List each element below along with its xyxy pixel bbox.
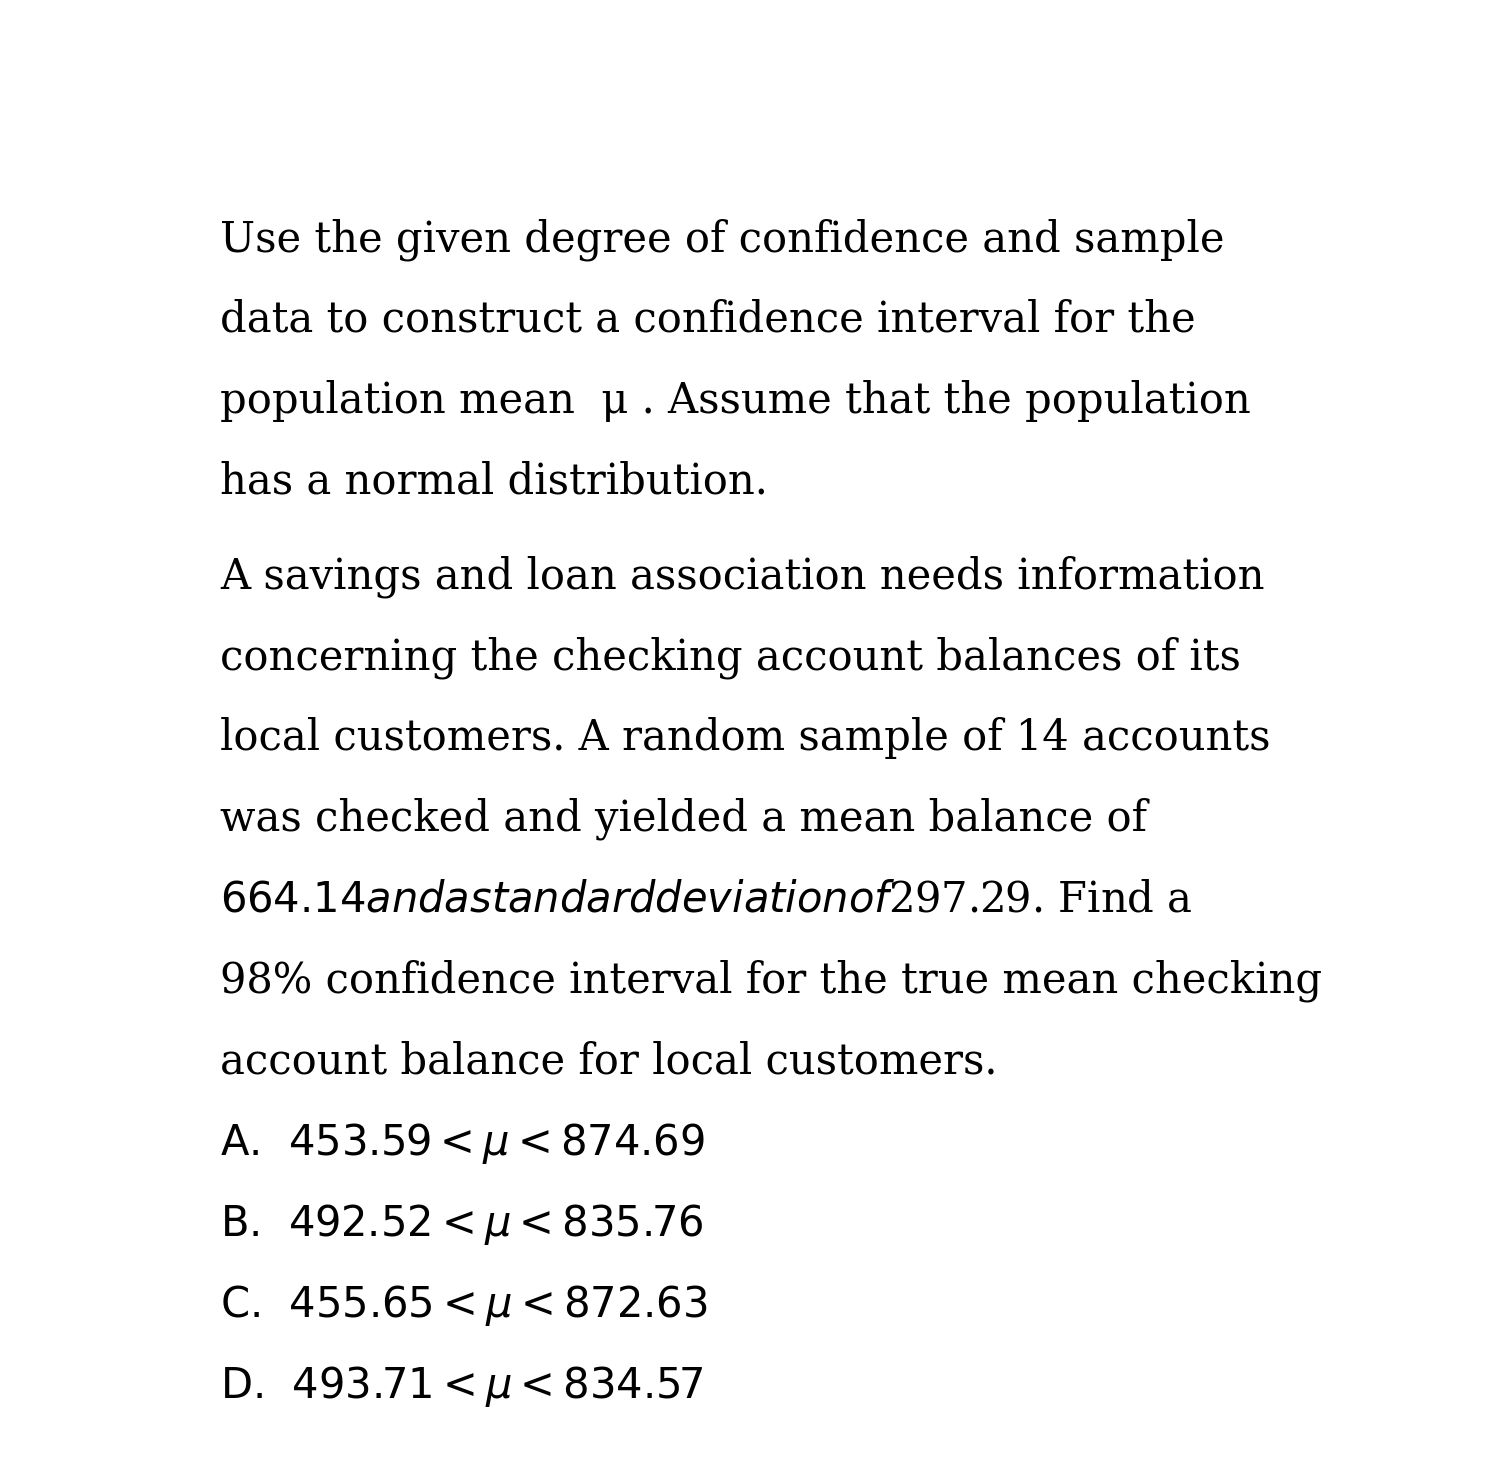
Text: $664.14 and a standard deviation of $297.29. Find a: $664.14 and a standard deviation of $297… [220, 879, 1192, 920]
Text: concerning the checking account balances of its: concerning the checking account balances… [220, 637, 1240, 678]
Text: account balance for local customers.: account balance for local customers. [220, 1040, 998, 1082]
Text: population mean  μ . Assume that the population: population mean μ . Assume that the popu… [220, 380, 1251, 421]
Text: data to construct a confidence interval for the: data to construct a confidence interval … [220, 298, 1196, 341]
Text: was checked and yielded a mean balance of: was checked and yielded a mean balance o… [220, 798, 1148, 840]
Text: A.  $453.59 < \mu < 874.69$: A. $453.59 < \mu < 874.69$ [220, 1122, 705, 1166]
Text: 98% confidence interval for the true mean checking: 98% confidence interval for the true mea… [220, 960, 1322, 1002]
Text: Use the given degree of confidence and sample: Use the given degree of confidence and s… [220, 218, 1224, 261]
Text: has a normal distribution.: has a normal distribution. [220, 460, 768, 503]
Text: C.  $455.65 < \mu < 872.63$: C. $455.65 < \mu < 872.63$ [220, 1284, 708, 1328]
Text: D.  $493.71 < \mu < 834.57$: D. $493.71 < \mu < 834.57$ [220, 1364, 704, 1408]
Text: A savings and loan association needs information: A savings and loan association needs inf… [220, 555, 1264, 598]
Text: local customers. A random sample of 14 accounts: local customers. A random sample of 14 a… [220, 717, 1270, 760]
Text: B.  $492.52 < \mu < 835.76$: B. $492.52 < \mu < 835.76$ [220, 1202, 704, 1247]
